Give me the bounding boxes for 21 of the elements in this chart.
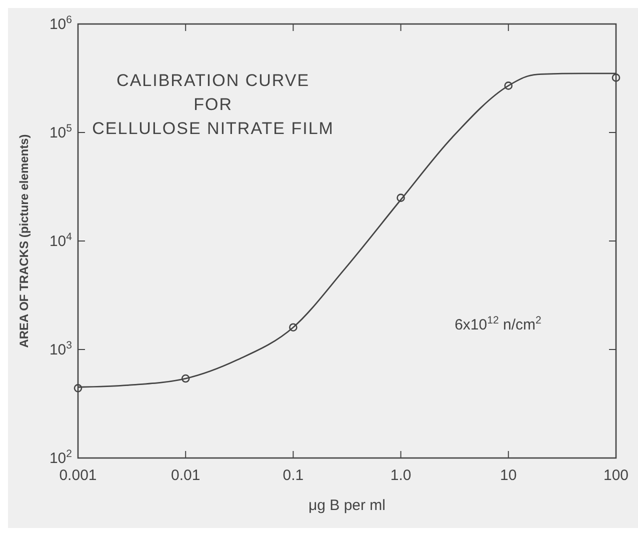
text: CALIBRATION CURVE FOR CELLULOSE NITRATE FILM [92, 71, 334, 138]
x-tick-label: 100 [603, 467, 629, 484]
y-tick-label: 10$^{2}$ [49, 448, 72, 467]
point [181, 374, 190, 383]
point [289, 323, 298, 332]
point [396, 194, 405, 202]
point [74, 384, 82, 392]
x-tick-label: 0.01 [171, 467, 200, 484]
y-tick-label: 10$^{4}$ [49, 231, 72, 250]
point [612, 74, 620, 82]
y-tick-label: 10$^{3}$ [49, 340, 72, 358]
x-tick-label: 1.0 [390, 467, 412, 484]
x-tick-label: 0.001 [59, 467, 97, 484]
annotation: 6x10$^{12}$ n/cm$^{2}$ [454, 314, 542, 334]
y-tick-label: 10$^{5}$ [49, 122, 72, 142]
point [504, 82, 513, 90]
x-tick-label: 10 [500, 467, 517, 484]
y-tick-label: 10$^{6}$ [49, 14, 72, 33]
x-axis-title: μg B per ml [308, 497, 386, 514]
y-axis-title: AREA OF TRACKS (picture elements) [17, 134, 31, 348]
x-tick-label: 0.1 [282, 467, 304, 484]
